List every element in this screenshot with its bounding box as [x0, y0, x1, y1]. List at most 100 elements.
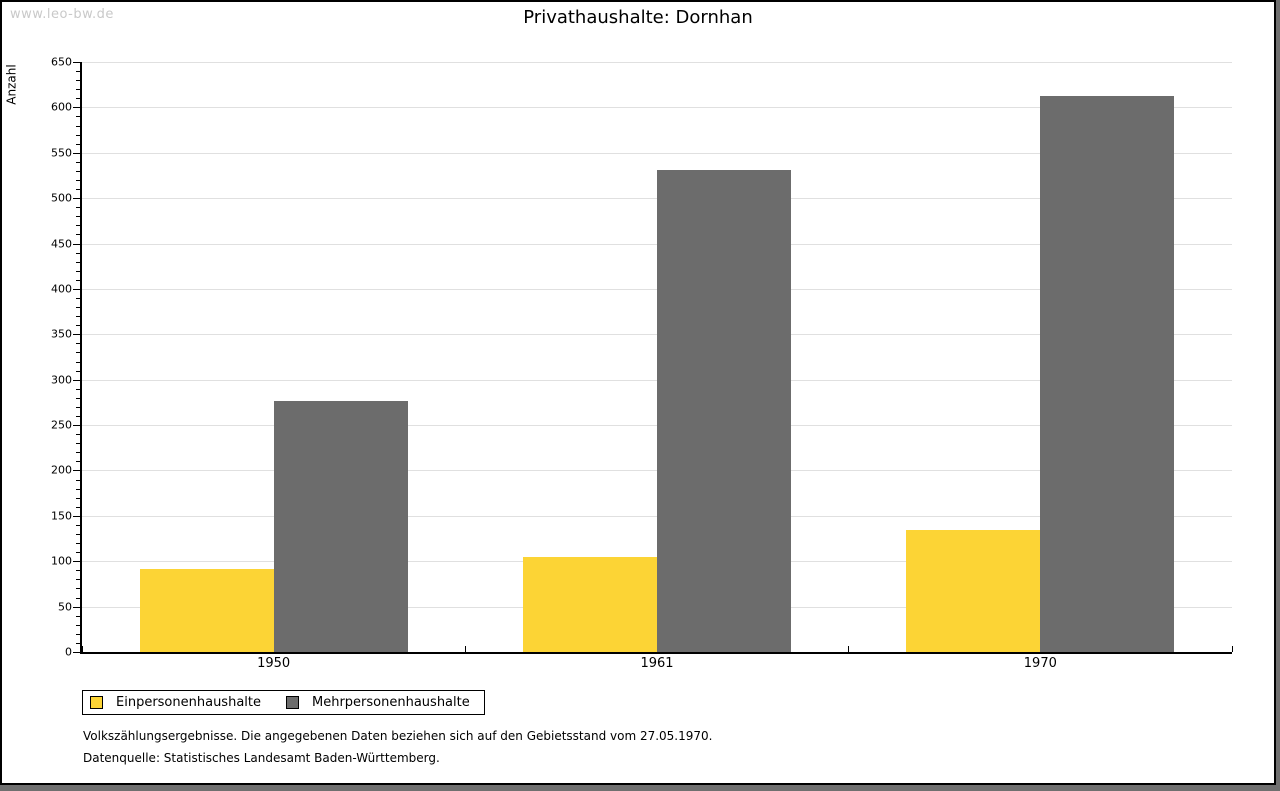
y-tick-minor: [76, 397, 80, 399]
y-tick-minor: [76, 633, 80, 635]
y-tick-minor: [76, 361, 80, 363]
y-tick-minor: [76, 207, 80, 209]
bar-mehrpersonen-1950: [273, 400, 408, 652]
y-tick-minor: [76, 216, 80, 218]
legend-swatch-icon: [90, 696, 103, 709]
y-tick-label: 400: [51, 282, 72, 296]
y-tick-minor: [76, 524, 80, 526]
y-tick-minor: [76, 570, 80, 572]
y-tick-minor: [76, 479, 80, 481]
y-tick-minor: [76, 170, 80, 172]
y-tick-minor: [76, 543, 80, 545]
bar-einpersonen-1961: [523, 556, 657, 652]
y-tick-major: [73, 561, 80, 563]
y-tick-minor: [76, 461, 80, 463]
bar-einpersonen-1970: [906, 530, 1041, 652]
gridline-y-650: [82, 62, 1232, 63]
y-axis-line: [80, 62, 82, 654]
y-tick-major: [73, 198, 80, 200]
chart-title: Privathaushalte: Dornhan: [523, 7, 753, 28]
x-category-label: 1950: [257, 656, 291, 671]
x-tick: [1231, 646, 1233, 652]
legend-item-mehrpersonenhaushalte: Mehrpersonenhaushalte: [286, 695, 470, 710]
y-tick-minor: [76, 116, 80, 118]
y-tick-label: 650: [51, 55, 72, 69]
legend: Einpersonenhaushalte Mehrpersonenhaushalt…: [82, 690, 485, 715]
y-tick-major: [73, 606, 80, 608]
y-tick-minor: [76, 588, 80, 590]
y-tick-major: [73, 243, 80, 245]
y-tick-minor: [76, 125, 80, 127]
y-tick-label: 50: [58, 600, 72, 614]
legend-label: Einpersonenhaushalte: [116, 695, 261, 710]
y-tick-label: 250: [51, 418, 72, 432]
y-tick-minor: [76, 270, 80, 272]
y-tick-major: [73, 652, 80, 653]
y-tick-label: 500: [51, 191, 72, 205]
x-category-label: 1970: [1023, 656, 1057, 671]
y-tick-major: [73, 515, 80, 517]
y-tick-minor: [76, 180, 80, 181]
y-tick-minor: [76, 189, 80, 191]
y-tick-minor: [76, 506, 80, 508]
y-axis-label: Anzahl: [4, 64, 19, 105]
y-tick-minor: [76, 624, 80, 626]
watermark: www.leo-bw.de: [10, 7, 114, 22]
footnote-line-2: Datenquelle: Statistisches Landesamt Bad…: [83, 751, 440, 765]
y-tick-minor: [76, 261, 80, 263]
y-tick-minor: [76, 388, 80, 390]
y-tick-major: [73, 152, 80, 154]
plot-area: 1950 1961 1970 0 50 100 150 200 250 300 350 400 450 5…: [51, 56, 1233, 671]
y-tick-minor: [76, 370, 80, 372]
y-tick-minor: [76, 252, 80, 254]
x-tick: [848, 646, 850, 652]
y-tick-major: [73, 62, 80, 63]
y-tick-major: [73, 107, 80, 109]
y-tick-minor: [76, 279, 80, 281]
gridline-y-550: [82, 152, 1232, 154]
bar-mehrpersonen-1970: [1040, 95, 1175, 652]
y-tick-minor: [76, 307, 80, 309]
y-tick-label: 550: [51, 146, 72, 160]
y-tick-minor: [76, 579, 80, 581]
legend-item-einpersonenhaushalte: Einpersonenhaushalte: [90, 695, 261, 710]
y-tick-label: 100: [51, 554, 72, 568]
gridline-y-600: [82, 107, 1232, 109]
x-tick: [81, 646, 83, 652]
y-tick-minor: [76, 452, 80, 454]
y-tick-minor: [76, 316, 80, 318]
x-category-label: 1961: [640, 656, 674, 671]
y-tick-label: 0: [65, 645, 72, 659]
y-tick-minor: [76, 497, 80, 499]
y-tick-minor: [76, 161, 80, 163]
y-tick-minor: [76, 298, 80, 299]
y-tick-minor: [76, 597, 80, 599]
legend-label: Mehrpersonenhaushalte: [312, 695, 470, 710]
y-tick-major: [73, 425, 80, 427]
y-tick-minor: [76, 225, 80, 227]
y-tick-minor: [76, 89, 80, 91]
y-tick-minor: [76, 534, 80, 535]
y-tick-minor: [76, 406, 80, 408]
y-tick-minor: [76, 552, 80, 554]
y-tick-minor: [76, 143, 80, 145]
y-tick-minor: [76, 343, 80, 345]
y-tick-major: [73, 379, 80, 381]
y-tick-label: 300: [51, 373, 72, 387]
y-tick-minor: [76, 434, 80, 436]
y-tick-minor: [76, 416, 80, 417]
y-tick-minor: [76, 234, 80, 236]
y-tick-minor: [76, 443, 80, 445]
x-axis-line: [80, 652, 1232, 654]
y-tick-major: [73, 470, 80, 472]
legend-swatch-icon: [286, 696, 299, 709]
y-tick-label: 200: [51, 463, 72, 477]
y-tick-minor: [76, 352, 80, 354]
y-tick-minor: [76, 98, 80, 100]
y-tick-minor: [76, 325, 80, 327]
y-tick-minor: [76, 71, 80, 73]
y-tick-label: 150: [51, 509, 72, 523]
footnote-line-1: Volkszählungsergebnisse. Die angegebenen…: [83, 729, 713, 743]
y-tick-minor: [76, 615, 80, 617]
